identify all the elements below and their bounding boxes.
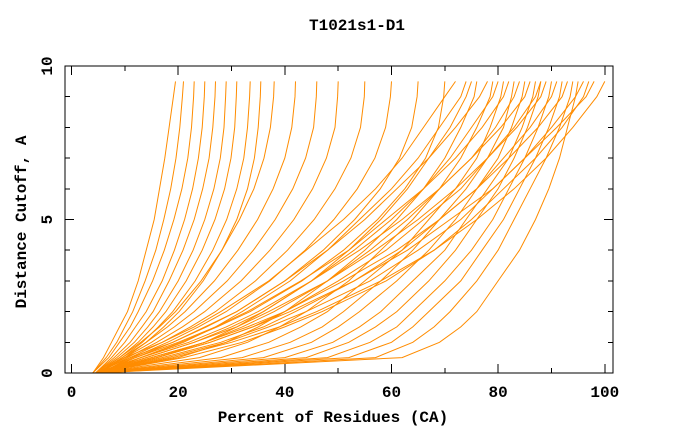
- model-curve: [98, 81, 504, 374]
- x-tick-label: 60: [382, 384, 401, 402]
- x-tick-label: 80: [489, 384, 508, 402]
- model-curve: [95, 81, 456, 374]
- model-curve: [98, 81, 563, 374]
- model-curve: [97, 81, 339, 374]
- axes-group: 0 20 40 60 80 100 0 5 10: [39, 56, 619, 402]
- model-curve: [95, 81, 206, 374]
- model-curve: [98, 81, 568, 374]
- model-curve: [97, 81, 251, 374]
- model-curve: [95, 81, 216, 374]
- model-curve: [95, 81, 227, 374]
- y-axis-label: Distance Cutoff, A: [13, 135, 31, 308]
- model-curve: [98, 81, 574, 374]
- model-curve: [103, 81, 446, 374]
- model-curve: [98, 81, 606, 374]
- model-curve: [100, 81, 392, 374]
- model-curve: [98, 81, 536, 374]
- model-curve: [92, 81, 195, 374]
- model-curve: [95, 81, 238, 374]
- model-curves-group: [92, 81, 606, 374]
- y-tick-label: 10: [39, 56, 57, 75]
- x-tick-label: 100: [590, 384, 619, 402]
- model-curve: [98, 81, 584, 374]
- model-curve: [92, 81, 184, 374]
- model-curve: [98, 81, 510, 374]
- model-curve: [98, 81, 558, 374]
- x-tick-label: 40: [275, 384, 294, 402]
- model-curve: [97, 81, 275, 374]
- model-curve: [98, 81, 542, 374]
- model-curve: [95, 81, 488, 374]
- model-curve: [98, 81, 595, 374]
- chart-title: T1021s1-D1: [309, 17, 405, 35]
- model-curve: [98, 81, 499, 374]
- model-curve: [97, 81, 296, 374]
- model-curve: [98, 81, 515, 374]
- model-curve: [98, 81, 494, 374]
- model-curve: [98, 81, 531, 374]
- model-curve: [98, 81, 579, 374]
- model-curve: [92, 81, 176, 374]
- model-curve: [97, 81, 318, 374]
- model-curve: [98, 81, 547, 374]
- x-tick-label: 20: [169, 384, 188, 402]
- x-axis-label: Percent of Residues (CA): [218, 409, 448, 427]
- y-tick-label: 0: [39, 368, 57, 378]
- y-tick-label: 5: [39, 215, 57, 225]
- x-tick-label: 0: [67, 384, 77, 402]
- model-curve: [98, 81, 526, 374]
